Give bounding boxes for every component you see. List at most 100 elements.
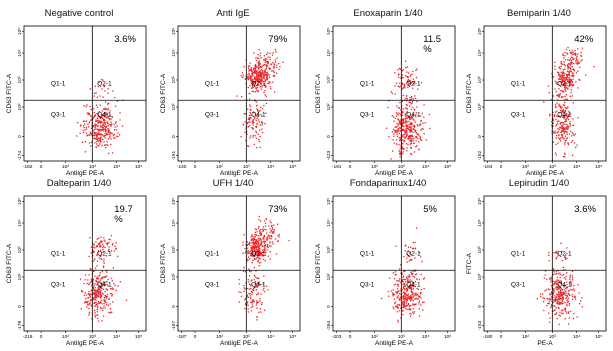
scatter-plot: Q1-1 Q2-1Q3-1 Q4-111.5%-423010²10³10⁴10⁵-1… (315, 25, 456, 177)
event-dot (557, 295, 560, 298)
x-tick-label: -203 (332, 334, 342, 340)
event-dot (411, 284, 413, 286)
event-dot (568, 49, 571, 52)
event-dot (555, 296, 558, 299)
event-dot (255, 304, 257, 306)
plot-frame (177, 25, 301, 162)
event-dot (566, 115, 568, 117)
event-dot (402, 301, 404, 303)
event-dot (246, 294, 249, 297)
y-tick-label: -191 (171, 150, 177, 160)
event-dot (263, 63, 265, 66)
event-dot (96, 305, 98, 307)
x-axis-label: AntiIgE PE-A (220, 340, 259, 347)
event-dot (84, 274, 87, 276)
event-dot (574, 53, 577, 56)
event-dot (254, 72, 256, 74)
event-dot (106, 296, 108, 298)
event-dot (566, 137, 569, 139)
event-dot (562, 84, 564, 86)
event-dot (271, 241, 274, 243)
event-dot (255, 67, 257, 69)
event-dot (569, 294, 571, 297)
event-dot (102, 118, 105, 121)
event-dot (93, 112, 95, 114)
event-dot (575, 72, 578, 74)
event-dot (395, 129, 397, 132)
event-dot (258, 79, 260, 81)
event-dot (568, 304, 571, 306)
event-dot (395, 283, 397, 285)
event-dot (410, 153, 413, 156)
event-dot (99, 122, 102, 124)
event-dot (563, 80, 565, 82)
event-dot (403, 283, 405, 285)
event-dot (97, 133, 99, 136)
event-dot (567, 115, 569, 118)
event-dot (546, 297, 548, 300)
event-dot (415, 132, 418, 134)
event-dot (255, 239, 258, 241)
event-dot (247, 65, 250, 68)
event-dot (94, 312, 96, 314)
y-tick-label: -264 (326, 320, 332, 330)
event-dot (402, 298, 404, 301)
event-dot (408, 128, 410, 131)
event-dot (266, 77, 268, 80)
event-dot (260, 66, 262, 69)
event-dot (109, 124, 112, 126)
event-dot (403, 300, 405, 303)
y-tick-label: 0 (326, 135, 332, 138)
facs-panel: UFH 1/40 Q1-1 Q2-1 Q3-1 Q4-1 73% -197 0 10² 10³ 10… (158, 178, 308, 348)
event-dot (84, 301, 86, 303)
event-dot (252, 240, 255, 242)
event-dot (401, 129, 404, 131)
event-dot (556, 282, 558, 284)
event-dot (278, 68, 280, 71)
event-dot (264, 61, 266, 64)
event-dot (542, 297, 544, 299)
event-dot (259, 252, 261, 254)
event-dot (407, 297, 409, 299)
y-tick-label: 0 (17, 305, 23, 308)
event-dot (569, 123, 571, 125)
event-dot (110, 125, 112, 127)
event-dot (115, 242, 117, 244)
event-dot (555, 256, 558, 259)
event-dot (551, 73, 553, 75)
event-dot (405, 142, 408, 145)
event-dot (253, 83, 255, 85)
event-dot (260, 261, 262, 264)
event-dot (397, 307, 399, 309)
event-dot (113, 123, 115, 126)
event-dot (266, 232, 268, 234)
event-dot (406, 134, 408, 136)
event-dot (403, 84, 406, 87)
event-dot (565, 112, 568, 115)
event-dot (406, 284, 408, 286)
x-tick-label: 10² (216, 334, 223, 340)
event-dot (107, 103, 109, 105)
event-dot (411, 281, 414, 283)
event-dot (556, 115, 558, 117)
event-dot (570, 141, 573, 143)
event-dot (412, 70, 414, 73)
event-dot (266, 239, 269, 241)
event-dot (255, 242, 258, 244)
event-dot (572, 124, 575, 127)
event-dot (564, 115, 567, 117)
event-dot (569, 121, 571, 123)
event-dot (278, 62, 280, 65)
event-dot (410, 103, 412, 105)
event-dot (553, 76, 555, 78)
event-dot (402, 286, 405, 289)
event-dot (247, 86, 249, 89)
x-tick-label: 10³ (398, 164, 405, 170)
y-tick-label: 10³ (326, 246, 332, 253)
event-dot (407, 80, 409, 82)
event-dot (99, 287, 102, 289)
event-dot (407, 275, 409, 277)
event-dot (413, 80, 416, 83)
event-dot (407, 295, 409, 297)
event-dot (259, 229, 261, 231)
